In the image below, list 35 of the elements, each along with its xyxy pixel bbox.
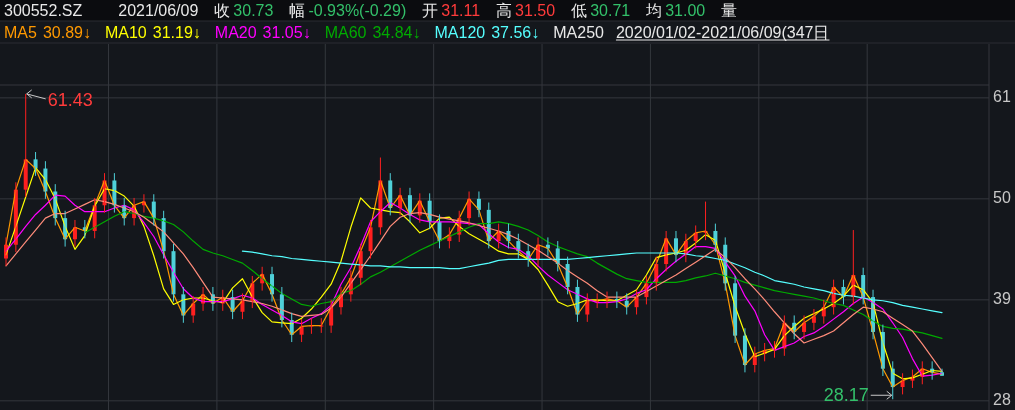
note: 28.17 bbox=[823, 385, 893, 406]
text: MA5 bbox=[4, 24, 37, 41]
y-tick-label: 50 bbox=[993, 189, 1011, 207]
text: 高 bbox=[496, 2, 513, 19]
text: 31.50 bbox=[515, 2, 556, 19]
text: 2020/01/02-2021/06/09(347日 bbox=[615, 24, 830, 41]
text: 30.73 bbox=[233, 2, 274, 19]
text: 34.84↓ bbox=[372, 24, 421, 41]
text: 37.56↓ bbox=[491, 24, 540, 41]
note: 61.43 bbox=[26, 89, 93, 110]
text: 收 bbox=[214, 2, 231, 19]
annotation: 61.43 bbox=[47, 89, 93, 110]
text: 2021/06/09 bbox=[118, 2, 199, 19]
text: MA60 bbox=[324, 24, 367, 41]
y-tick-label: 39 bbox=[993, 290, 1011, 308]
text: MA20 bbox=[214, 24, 257, 41]
text: 低 bbox=[571, 2, 588, 19]
text: 30.89↓ bbox=[42, 24, 91, 41]
annotation: 28.17 bbox=[823, 385, 869, 406]
text: 31.00 bbox=[665, 2, 706, 19]
text: 30.71 bbox=[590, 2, 631, 19]
text: MA10 bbox=[104, 24, 147, 41]
text: 量 bbox=[721, 2, 738, 19]
text: -0.93%(-0.29) bbox=[308, 2, 407, 19]
text: 幅 bbox=[289, 2, 306, 19]
text: 均 bbox=[645, 2, 663, 19]
text: 31.11 bbox=[441, 2, 481, 19]
text: 开 bbox=[422, 2, 439, 19]
y-tick-label: 28 bbox=[993, 391, 1011, 409]
y-tick-label: 61 bbox=[993, 88, 1011, 106]
text: 31.19↓ bbox=[152, 24, 201, 41]
text: 31.05↓ bbox=[262, 24, 311, 41]
chart-title: 300552.SZ bbox=[4, 2, 83, 19]
text: MA120 bbox=[434, 24, 486, 41]
text: MA250 bbox=[553, 24, 605, 41]
